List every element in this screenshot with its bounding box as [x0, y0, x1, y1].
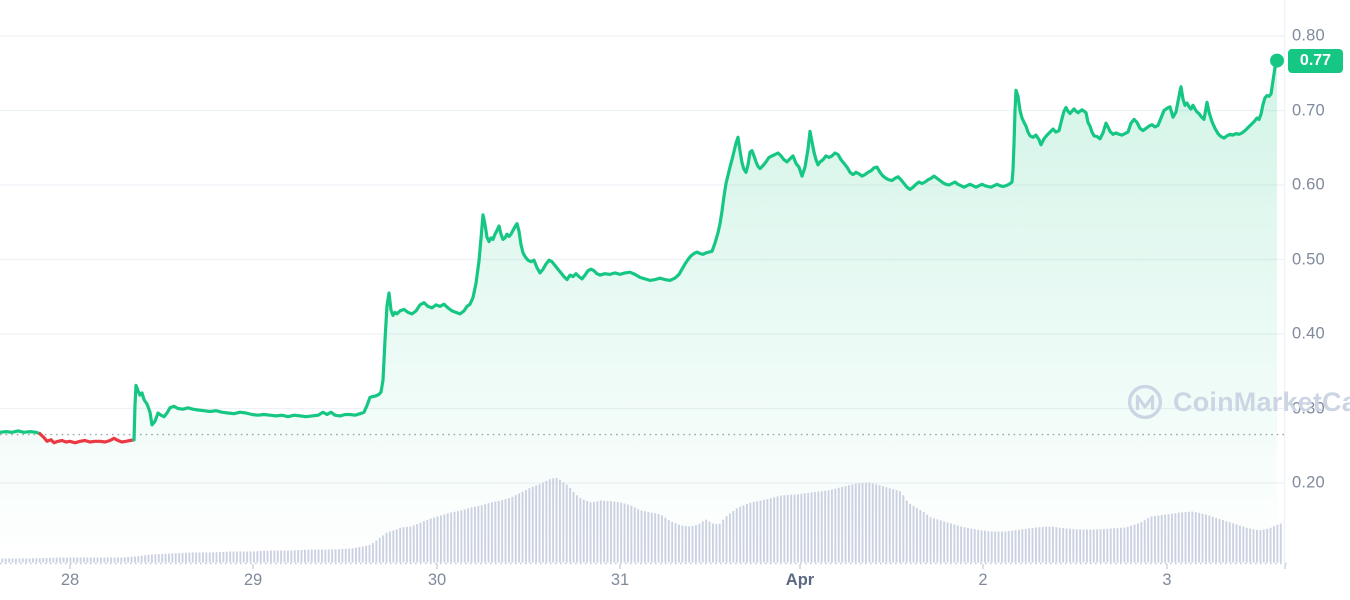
y-tick-label-0.70: 0.70 — [1292, 101, 1325, 119]
x-tick-label-29: 29 — [243, 571, 263, 589]
x-tick-label-28: 28 — [60, 571, 80, 589]
x-axis-ticks — [69, 564, 1286, 569]
coinmarketcap-watermark: CoinMarketCap — [1126, 383, 1350, 421]
x-tick-label-3: 3 — [1162, 571, 1172, 589]
price-line-price-up-start — [0, 429, 42, 436]
x-tick-label-Apr: Apr — [785, 571, 815, 589]
x-tick-label-30: 30 — [427, 571, 447, 589]
volume-bars — [1, 477, 1282, 563]
x-tick-label-31: 31 — [610, 571, 630, 589]
current-price-label: 0.77 — [1299, 51, 1332, 69]
y-tick-label-0.20: 0.20 — [1292, 473, 1325, 492]
y-tick-label-0.50: 0.50 — [1292, 250, 1325, 268]
last-price-dot — [1270, 53, 1284, 68]
price-line-price-down — [38, 432, 136, 445]
price-line-price-up-main — [132, 59, 1279, 442]
y-tick-label-0.80: 0.80 — [1292, 26, 1325, 45]
y-tick-label-0.30: 0.30 — [1292, 399, 1325, 417]
watermark-text: CoinMarketCap — [1173, 386, 1350, 417]
x-tick-label-2: 2 — [978, 571, 988, 589]
y-tick-label-0.60: 0.60 — [1292, 175, 1325, 194]
price-area-fill — [0, 60, 1277, 563]
current-price-badge: 0.77 — [1288, 48, 1343, 73]
coinmarketcap-logo-icon — [1127, 384, 1163, 420]
y-tick-label-0.40: 0.40 — [1292, 324, 1325, 343]
